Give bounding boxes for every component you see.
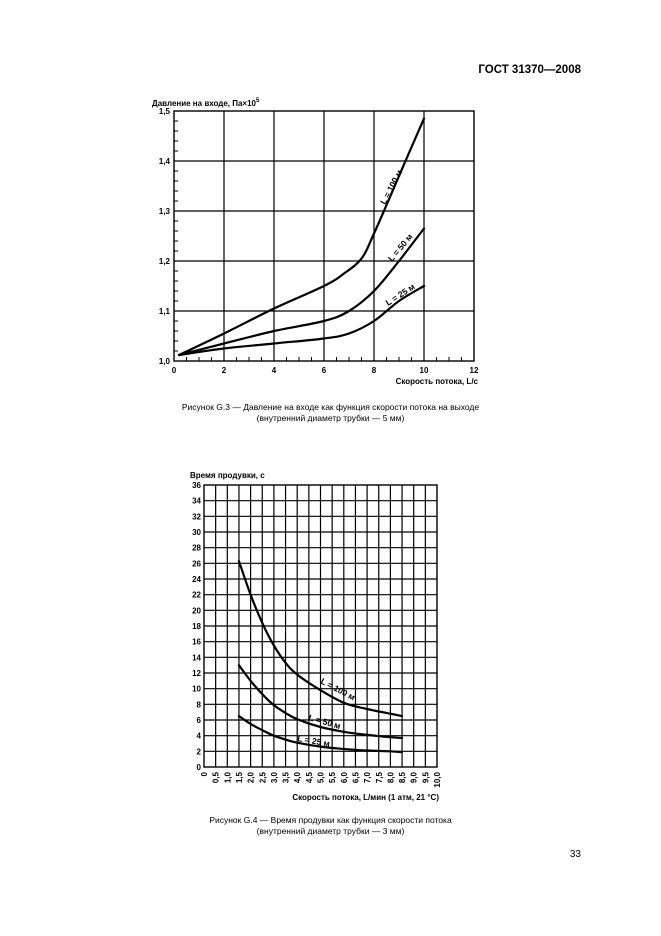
curve-l-100 — [177, 117, 426, 357]
y-tick-label: 32 — [192, 512, 201, 521]
x-tick-label: 6,0 — [340, 771, 349, 783]
x-tick-label: 8,0 — [386, 771, 395, 783]
y-tick-label: 16 — [192, 638, 201, 647]
y-tick-label: 10 — [192, 685, 201, 694]
y-tick-label: 36 — [192, 481, 201, 490]
figure-g3-caption: Рисунок G.3 — Давление на входе как функ… — [0, 402, 661, 424]
x-tick-label: 8 — [372, 366, 377, 375]
standard-number: ГОСТ 31370—2008 — [478, 64, 581, 76]
x-tick-label: 12 — [470, 366, 479, 375]
y-tick-label: 1,1 — [159, 307, 171, 316]
x-tick-label: 10,0 — [433, 771, 442, 787]
x-tick-label: 6 — [322, 366, 327, 375]
figure-g4-caption: Рисунок G.4 — Время продувки как функция… — [0, 815, 661, 837]
figure-g4-caption-line1: Рисунок G.4 — Время продувки как функция… — [209, 815, 452, 825]
curve-l-50 — [177, 227, 426, 357]
x-tick-label: 8,5 — [398, 771, 407, 783]
x-tick-label: 9,0 — [410, 771, 419, 783]
y-tick-label: 18 — [192, 622, 201, 631]
y-axis-title: Давление на входе, Па×105 — [152, 98, 260, 108]
y-tick-label: 0 — [197, 763, 202, 772]
figure-g4-caption-line2: (внутренний диаметр трубки — 3 мм) — [256, 826, 405, 836]
x-tick-label: 1,0 — [223, 771, 232, 783]
x-tick-label: 2,5 — [258, 771, 267, 783]
y-tick-label: 2 — [197, 747, 202, 756]
y-tick-label: 14 — [192, 653, 201, 662]
curve-l-100 — [237, 559, 404, 718]
y-tick-label: 4 — [197, 732, 202, 741]
y-tick-label: 30 — [192, 528, 201, 537]
plot-frame — [173, 110, 475, 362]
x-tick-label: 7,0 — [363, 771, 372, 783]
figure-g3-caption-line2: (внутренний диаметр трубки — 5 мм) — [256, 413, 405, 423]
curve-l-25 — [177, 284, 426, 357]
x-tick-label: 6,5 — [351, 771, 360, 783]
y-tick-label: 6 — [197, 716, 202, 725]
x-axis-title: Скорость потока, L/мин (1 атм, 21 °C) — [292, 793, 439, 802]
page-number: 33 — [569, 849, 581, 860]
x-tick-label: 2 — [222, 366, 227, 375]
x-tick-label: 10 — [420, 366, 429, 375]
y-tick-label: 34 — [192, 497, 201, 506]
plot-frame — [203, 484, 438, 768]
x-tick-label: 3,0 — [270, 771, 279, 783]
y-tick-label: 8 — [197, 700, 202, 709]
x-tick-label: 0,5 — [212, 771, 221, 783]
y-tick-label: 1,0 — [159, 357, 171, 366]
y-tick-label: 28 — [192, 544, 201, 553]
y-tick-label: 1,3 — [159, 207, 171, 216]
x-tick-label: 7,5 — [375, 771, 384, 783]
y-tick-label: 22 — [192, 591, 201, 600]
chart-inlet-pressure: 1,0 1,1 1,2 1,3 1,4 1,5 0 2 4 6 8 10 12 Давление на в… — [152, 98, 479, 386]
x-tick-label: 5,5 — [328, 771, 337, 783]
y-tick-label: 20 — [192, 606, 201, 615]
y-tick-label: 26 — [192, 559, 201, 568]
y-tick-label: 1,2 — [159, 257, 171, 266]
x-tick-label: 0 — [200, 771, 209, 776]
y-tick-label: 1,5 — [159, 107, 171, 116]
x-tick-label: 0 — [172, 366, 177, 375]
x-axis-title: Скорость потока, L/с — [396, 377, 479, 386]
x-tick-label: 5,0 — [317, 771, 326, 783]
x-tick-label: 4,0 — [293, 771, 302, 783]
y-axis-title: Время продувки, с — [190, 471, 265, 480]
curve-l-25 — [237, 715, 404, 754]
figure-g3-caption-line1: Рисунок G.3 — Давление на входе как функ… — [181, 402, 480, 412]
x-tick-label: 4 — [272, 366, 277, 375]
y-tick-label: 12 — [192, 669, 201, 678]
x-tick-label: 4,5 — [305, 771, 314, 783]
curve-l-50 — [237, 664, 404, 740]
y-tick-label: 24 — [192, 575, 201, 584]
x-tick-label: 1,5 — [235, 771, 244, 783]
y-tick-label: 1,4 — [159, 157, 171, 166]
x-tick-label: 9,5 — [421, 771, 430, 783]
x-tick-label: 3,5 — [282, 771, 291, 783]
x-tick-label: 2,0 — [247, 771, 256, 783]
